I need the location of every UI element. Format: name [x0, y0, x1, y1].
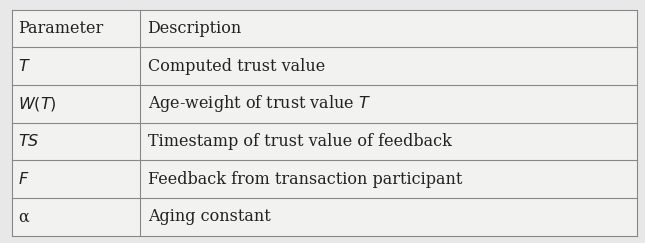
Text: $\mathit{F}$: $\mathit{F}$ [18, 171, 30, 188]
Text: $\mathit{TS}$: $\mathit{TS}$ [18, 133, 39, 150]
Text: Feedback from transaction participant: Feedback from transaction participant [148, 171, 462, 188]
Text: Description: Description [148, 20, 242, 37]
Text: Parameter: Parameter [18, 20, 103, 37]
Bar [12, 198, 637, 236]
Text: $\mathit{W}(\mathit{T})$: $\mathit{W}(\mathit{T})$ [18, 95, 57, 113]
Text: $\mathit{T}$: $\mathit{T}$ [18, 58, 31, 75]
Text: α: α [18, 208, 29, 225]
Text: Age-weight of trust value $\mathit{T}$: Age-weight of trust value $\mathit{T}$ [148, 93, 371, 114]
Bar [12, 85, 637, 123]
Text: Computed trust value: Computed trust value [148, 58, 325, 75]
Text: Aging constant: Aging constant [148, 208, 270, 225]
Text: Timestamp of trust value of feedback: Timestamp of trust value of feedback [148, 133, 452, 150]
Bar [12, 160, 637, 198]
Bar [12, 47, 637, 85]
Bar [12, 10, 637, 47]
Bar [12, 123, 637, 160]
